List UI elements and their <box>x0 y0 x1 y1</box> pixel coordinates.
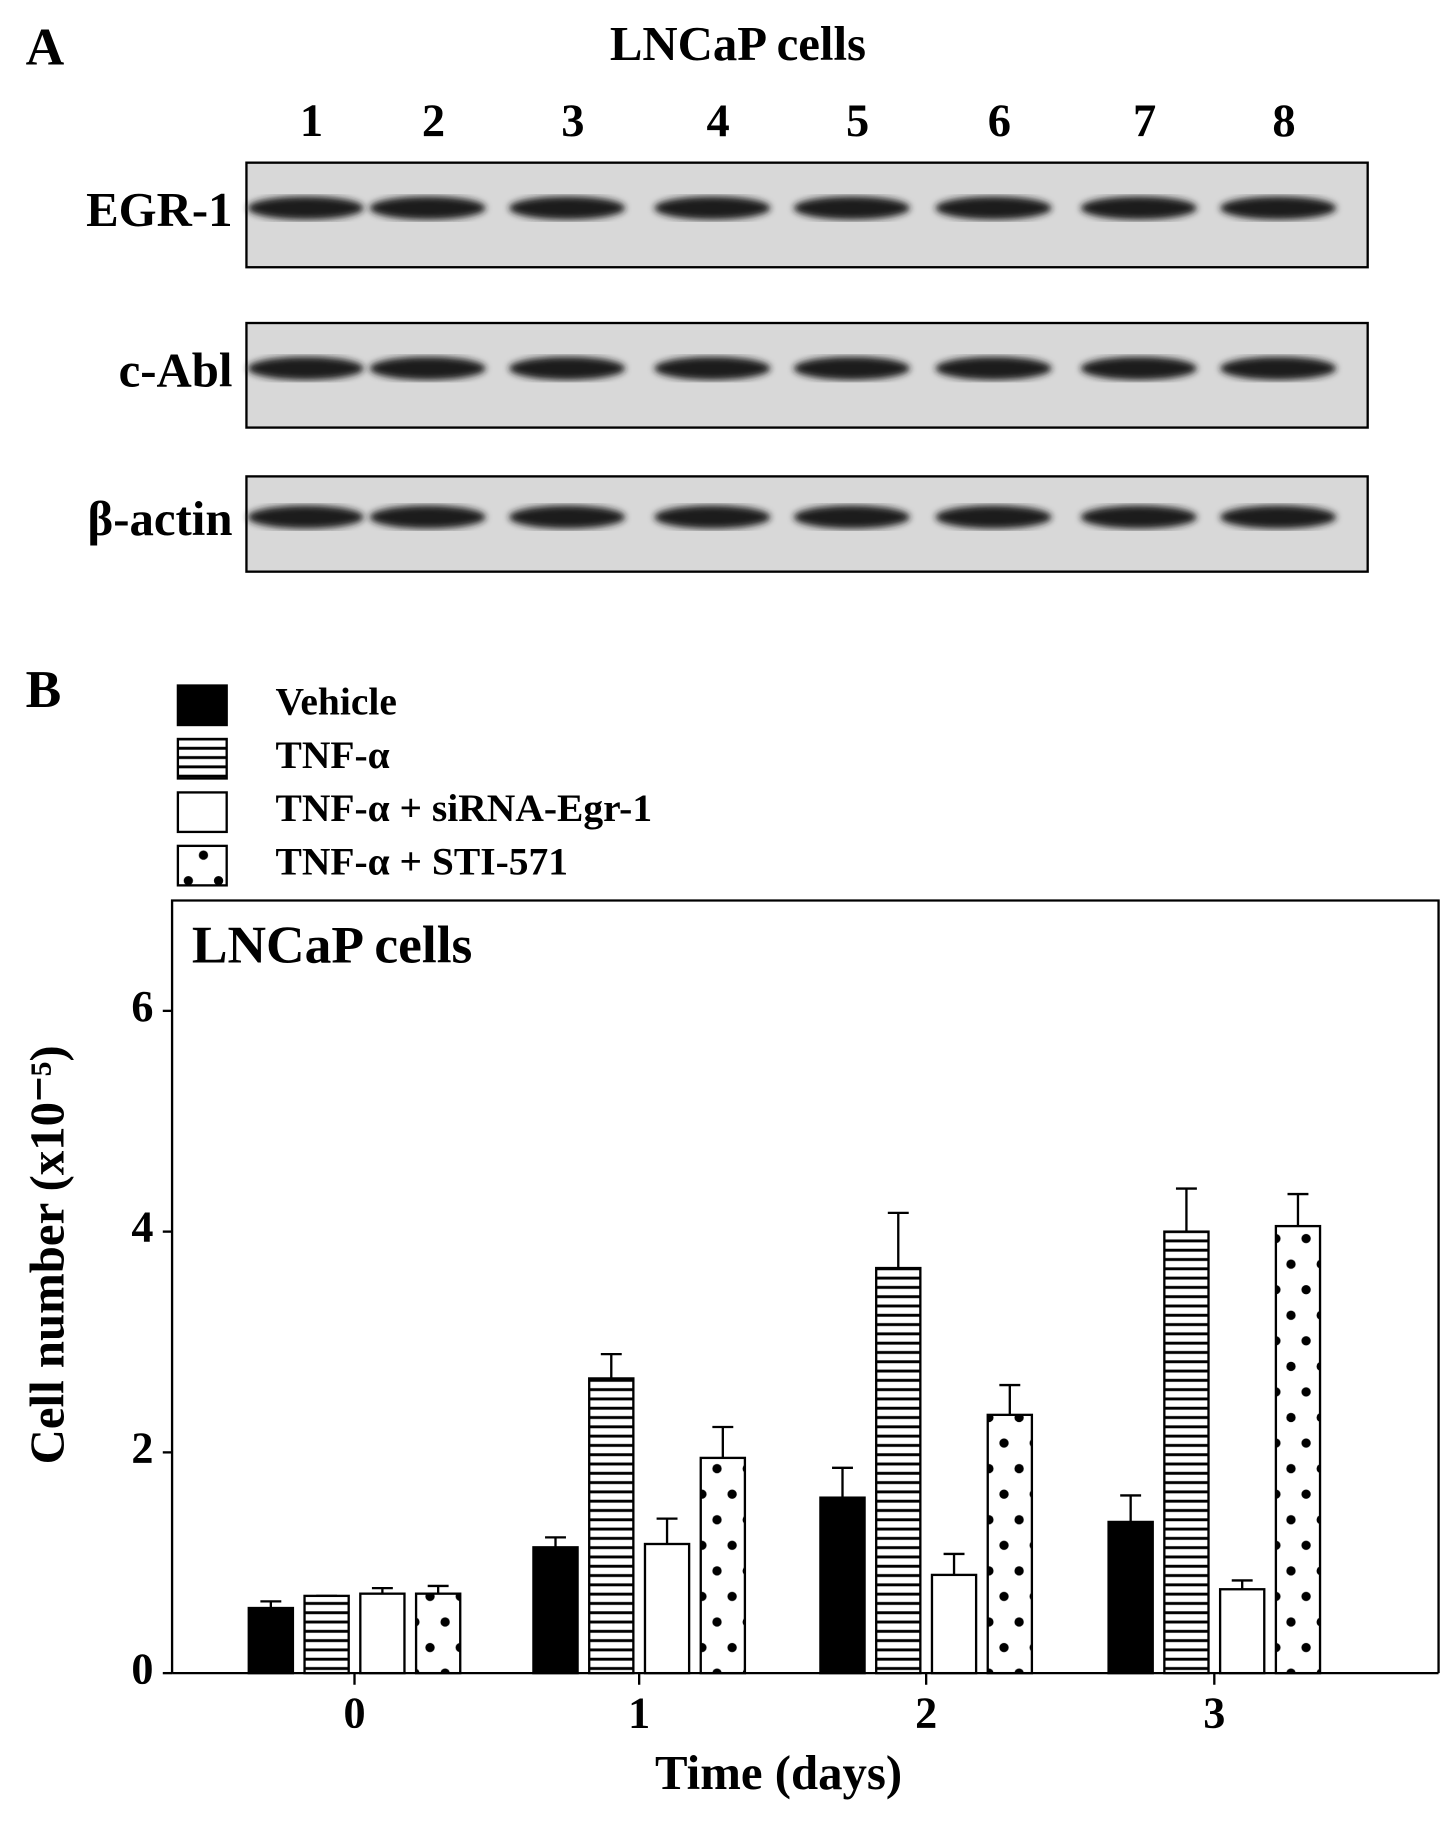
legend-label: TNF-α <box>275 733 389 777</box>
blot-band <box>369 196 486 220</box>
blot-row-label: c-Abl <box>119 343 233 397</box>
blot-row-label: β-actin <box>88 492 233 546</box>
blot-band <box>1080 356 1197 380</box>
blot-band <box>509 196 626 220</box>
blot-band <box>935 356 1052 380</box>
blot-band <box>509 505 626 529</box>
blot-band <box>935 505 1052 529</box>
lane-label: 5 <box>846 96 869 147</box>
blot-band <box>247 356 364 380</box>
legend-swatch <box>176 791 228 834</box>
legend-swatch <box>176 684 228 727</box>
lane-label: 3 <box>561 96 584 147</box>
blot-band <box>1220 505 1337 529</box>
legend-swatch <box>176 844 228 887</box>
y-tick-label: 6 <box>131 982 153 1031</box>
panel-label: A <box>26 17 65 77</box>
blot-band <box>1220 196 1337 220</box>
blot-band <box>654 196 771 220</box>
blot-band <box>793 356 910 380</box>
y-axis-label: Cell number (x10⁻⁵) <box>21 1045 75 1464</box>
blot-band <box>793 505 910 529</box>
blot-band <box>935 196 1052 220</box>
blot-band <box>247 505 364 529</box>
blot-band <box>509 356 626 380</box>
bar <box>643 1542 691 1675</box>
blot-band <box>369 505 486 529</box>
bar <box>1274 1224 1322 1675</box>
blot-band <box>1220 356 1337 380</box>
bar <box>247 1606 295 1675</box>
bar <box>819 1496 866 1675</box>
lane-label: 7 <box>1133 96 1156 147</box>
bar <box>699 1456 747 1675</box>
blot-title: LNCaP cells <box>610 17 866 71</box>
y-tick-label: 0 <box>131 1644 153 1693</box>
lane-label: 4 <box>707 96 730 147</box>
bar <box>359 1592 406 1675</box>
lane-label: 1 <box>300 96 323 147</box>
blot-band <box>1080 196 1197 220</box>
lane-label: 6 <box>988 96 1011 147</box>
blot-band <box>1080 505 1197 529</box>
lane-label: 2 <box>422 96 445 147</box>
y-tick-label: 4 <box>131 1203 153 1252</box>
bar <box>1107 1520 1154 1675</box>
bar <box>986 1413 1034 1675</box>
blot-band <box>654 356 771 380</box>
blot-band <box>654 505 771 529</box>
bar <box>1218 1588 1266 1675</box>
bar <box>875 1266 922 1675</box>
legend-label: Vehicle <box>275 679 396 723</box>
bar <box>588 1377 635 1675</box>
bar <box>303 1594 350 1675</box>
x-tick-label: 2 <box>915 1688 937 1737</box>
blot-band <box>247 196 364 220</box>
x-tick-label: 3 <box>1203 1688 1225 1737</box>
bar <box>414 1592 462 1675</box>
chart-title: LNCaP cells <box>192 915 473 975</box>
legend-swatch <box>176 737 228 780</box>
y-tick-label: 2 <box>131 1424 153 1473</box>
x-tick-label: 0 <box>343 1688 365 1737</box>
blot-row-label: EGR-1 <box>86 183 232 237</box>
x-tick-label: 1 <box>628 1688 650 1737</box>
blot-band <box>369 356 486 380</box>
bar <box>1163 1230 1210 1675</box>
legend-label: TNF-α + siRNA-Egr-1 <box>275 786 652 830</box>
axes <box>170 899 1440 1675</box>
panel-label: B <box>26 659 62 719</box>
lane-label: 8 <box>1272 96 1295 147</box>
bar <box>532 1546 579 1675</box>
bar <box>930 1573 978 1675</box>
blot-band <box>793 196 910 220</box>
legend-label: TNF-α + STI-571 <box>275 840 568 884</box>
x-axis-label: Time (days) <box>655 1746 902 1800</box>
